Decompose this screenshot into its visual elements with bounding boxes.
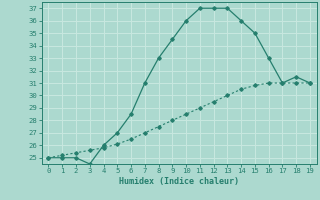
X-axis label: Humidex (Indice chaleur): Humidex (Indice chaleur) xyxy=(119,177,239,186)
